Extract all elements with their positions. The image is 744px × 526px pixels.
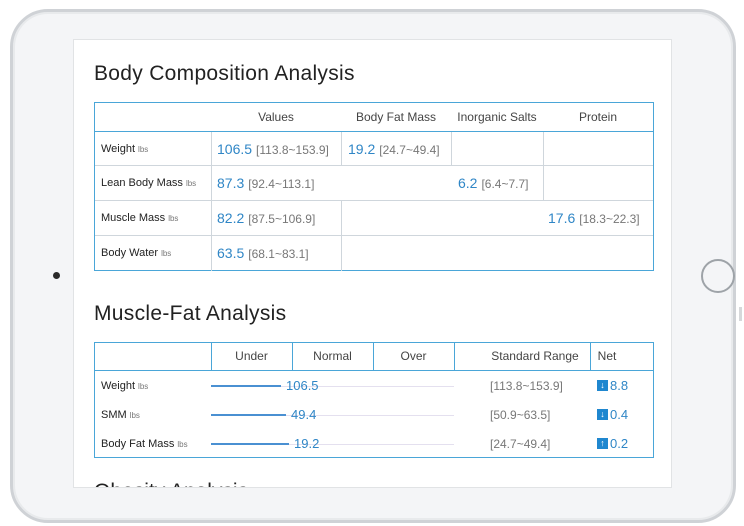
row-label-body-fat-mass: Body Fat Mass lbs	[101, 438, 188, 450]
row-divider	[95, 235, 653, 236]
obesity-analysis-title: Obesity Analysis	[94, 480, 248, 487]
screen: Body Composition Analysis Values Body Fa…	[73, 39, 672, 488]
row-divider	[95, 200, 653, 201]
smm-bar-value: 49.4	[291, 407, 317, 422]
muscle-mass-value-cell: 82.2 [87.5~106.9]	[217, 210, 316, 226]
muscle-fat-title: Muscle-Fat Analysis	[94, 302, 287, 325]
column-divider	[451, 132, 452, 166]
header-values: Values	[258, 110, 294, 124]
header-protein: Protein	[578, 110, 618, 124]
lean-body-mass-value-cell: 87.3 [92.4~113.1]	[217, 175, 315, 191]
protein-value-cell: 17.6 [18.3~22.3]	[548, 210, 640, 226]
header-under: Under	[235, 349, 268, 363]
arrow-down-icon: ↓	[597, 409, 608, 421]
column-divider	[373, 343, 374, 370]
inorganic-salts-value-cell: 6.2 [6.4~7.7]	[458, 175, 529, 191]
camera-dot	[53, 272, 60, 279]
column-divider	[292, 343, 293, 370]
weight-net: ↓ 8.8	[597, 376, 628, 396]
header-divider	[95, 370, 653, 371]
row-label-muscle-mass: Muscle Mass lbs	[101, 212, 179, 224]
smm-standard-range: [50.9~63.5]	[490, 408, 551, 422]
row-label-body-water: Body Water lbs	[101, 247, 172, 259]
column-divider	[341, 201, 342, 271]
row-label-weight: Weight lbs	[101, 380, 149, 392]
column-divider	[454, 343, 455, 370]
muscle-fat-table: Under Normal Over Standard Range Net Wei…	[94, 342, 654, 458]
column-divider	[341, 132, 342, 166]
header-normal: Normal	[313, 349, 352, 363]
column-divider	[211, 343, 212, 370]
home-button[interactable]	[701, 259, 735, 293]
column-divider	[211, 132, 212, 271]
body-composition-table: Values Body Fat Mass Inorganic Salts Pro…	[94, 102, 654, 271]
header-inorganic-salts: Inorganic Salts	[457, 110, 537, 124]
body-fat-mass-bar-value: 19.2	[294, 436, 320, 451]
smm-bar	[211, 414, 286, 416]
gauge-track	[211, 386, 454, 387]
arrow-down-icon: ↓	[597, 380, 608, 392]
gauge-track	[211, 415, 454, 416]
weight-bar-value: 106.5	[286, 378, 319, 393]
smm-net: ↓ 0.4	[597, 405, 628, 425]
row-divider	[95, 165, 653, 166]
column-divider	[590, 343, 591, 370]
header-divider	[95, 131, 653, 132]
weight-value-cell: 106.5 [113.8~153.9]	[217, 141, 329, 157]
side-button[interactable]	[739, 307, 742, 321]
header-over: Over	[400, 349, 427, 363]
row-label-smm: SMM lbs	[101, 409, 140, 421]
gauge-track	[211, 444, 454, 445]
body-fat-mass-standard-range: [24.7~49.4]	[490, 437, 551, 451]
body-fat-mass-net: ↑ 0.2	[597, 434, 628, 454]
body-water-value-cell: 63.5 [68.1~83.1]	[217, 245, 309, 261]
weight-bar	[211, 385, 281, 387]
weight-standard-range: [113.8~153.9]	[490, 379, 563, 393]
body-fat-mass-bar	[211, 443, 289, 445]
arrow-up-icon: ↑	[597, 438, 608, 450]
body-fat-mass-value-cell: 19.2 [24.7~49.4]	[348, 141, 440, 157]
header-body-fat-mass: Body Fat Mass	[355, 110, 437, 124]
header-net: Net	[597, 349, 617, 363]
column-divider	[543, 132, 544, 201]
body-composition-title: Body Composition Analysis	[94, 62, 355, 85]
row-label-lean-body-mass: Lean Body Mass lbs	[101, 177, 197, 189]
header-standard-range: Standard Range	[491, 349, 579, 363]
row-label-weight: Weight lbs	[101, 143, 149, 155]
